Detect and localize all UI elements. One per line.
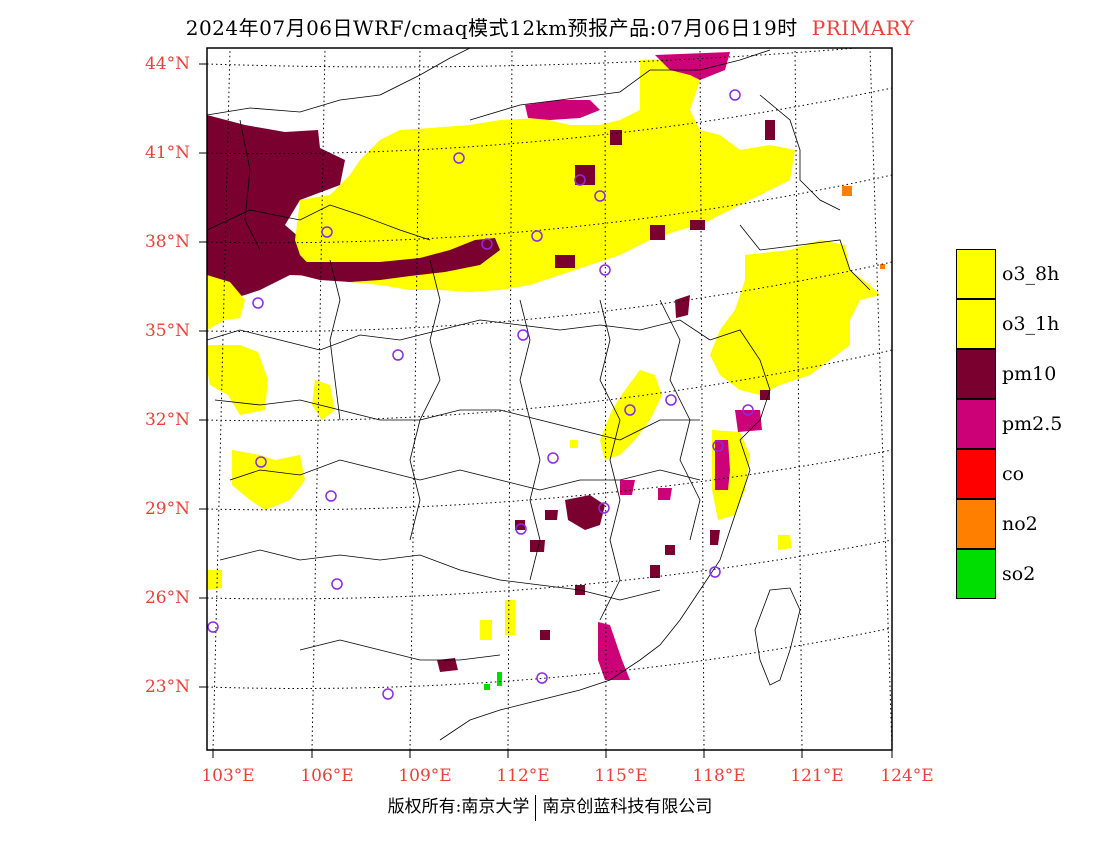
station-marker (665, 394, 677, 406)
pm10-band-central (300, 238, 500, 282)
station-marker (331, 578, 343, 590)
legend-label: co (1002, 463, 1025, 485)
o3-region-east (710, 240, 880, 395)
lon-label-118: 118°E (692, 766, 746, 786)
legend-swatch (956, 249, 996, 299)
lat-label-41: 41°N (144, 143, 190, 163)
lon-label-109: 109°E (398, 766, 452, 786)
so2-patch-small (484, 684, 490, 690)
station-marker (453, 152, 465, 164)
legend-label: o3_1h (1002, 313, 1060, 335)
map-content (207, 48, 892, 750)
station-marker (536, 672, 548, 684)
o3-region-west (207, 345, 335, 590)
station-marker (517, 329, 529, 341)
legend-label: no2 (1002, 513, 1038, 535)
footer-left: 版权所有:南京大学 (387, 797, 530, 817)
lon-label-112: 112°E (496, 766, 550, 786)
no2-patch-small (880, 264, 885, 269)
legend-label: o3_8h (1002, 263, 1060, 285)
station-marker (531, 230, 543, 242)
map-frame (206, 47, 893, 751)
station-marker (255, 456, 267, 468)
pm25-patches (525, 52, 762, 680)
lon-label-121: 121°E (790, 766, 844, 786)
lat-label-38: 38°N (144, 232, 190, 252)
lat-label-29: 29°N (144, 499, 190, 519)
legend-label: pm10 (1002, 363, 1057, 385)
station-marker (547, 452, 559, 464)
legend-swatch (956, 499, 996, 549)
station-marker (594, 190, 606, 202)
lon-label-106: 106°E (300, 766, 354, 786)
lat-label-23: 23°N (144, 677, 190, 697)
legend-swatch (956, 449, 996, 499)
station-marker (598, 502, 610, 514)
lat-label-32: 32°N (144, 410, 190, 430)
o3-region-southeast (712, 430, 792, 550)
station-marker (624, 404, 636, 416)
station-marker (574, 174, 586, 186)
station-marker (599, 264, 611, 276)
graticule-parallels (207, 48, 892, 689)
o3-patches-south (480, 440, 578, 640)
legend-swatch (956, 399, 996, 449)
station-marker (481, 238, 493, 250)
no2-patch (842, 186, 852, 196)
station-marker (515, 523, 527, 535)
lon-label-124: 124°E (880, 766, 934, 786)
station-marker (712, 440, 724, 452)
station-marker (709, 566, 721, 578)
station-marker (207, 621, 219, 633)
axis-ticks (199, 63, 893, 758)
title-text: 2024年07月06日WRF/cmaq模式12km预报产品:07月06日19时 (185, 16, 798, 40)
station-marker (742, 404, 754, 416)
station-markers (207, 89, 754, 700)
lon-label-103: 103°E (201, 766, 255, 786)
station-marker (392, 349, 404, 361)
station-marker (382, 688, 394, 700)
copyright-footer: 版权所有:南京大学 南京创蓝科技有限公司 (0, 792, 1100, 821)
station-marker (325, 490, 337, 502)
lat-label-26: 26°N (144, 588, 190, 608)
legend-swatch (956, 349, 996, 399)
so2-patch (497, 672, 502, 686)
title-tag: PRIMARY (811, 16, 915, 40)
lat-label-44: 44°N (144, 54, 190, 74)
footer-right: 南京创蓝科技有限公司 (542, 797, 713, 817)
map-title: 2024年07月06日WRF/cmaq模式12km预报产品:07月06日19时 P… (0, 12, 1100, 41)
legend-swatch (956, 299, 996, 349)
footer-separator (535, 794, 537, 821)
station-marker (729, 89, 741, 101)
boundaries (207, 48, 871, 741)
station-marker (252, 297, 264, 309)
legend-swatch (956, 549, 996, 599)
legend-label: pm2.5 (1002, 413, 1063, 435)
pm10-region-northwest (207, 115, 495, 300)
station-marker (321, 226, 333, 238)
legend-label: so2 (1002, 563, 1036, 585)
lon-label-115: 115°E (594, 766, 648, 786)
lat-label-35: 35°N (144, 321, 190, 341)
graticule-meridians (212, 48, 892, 750)
pm10-patches-north (555, 120, 775, 268)
